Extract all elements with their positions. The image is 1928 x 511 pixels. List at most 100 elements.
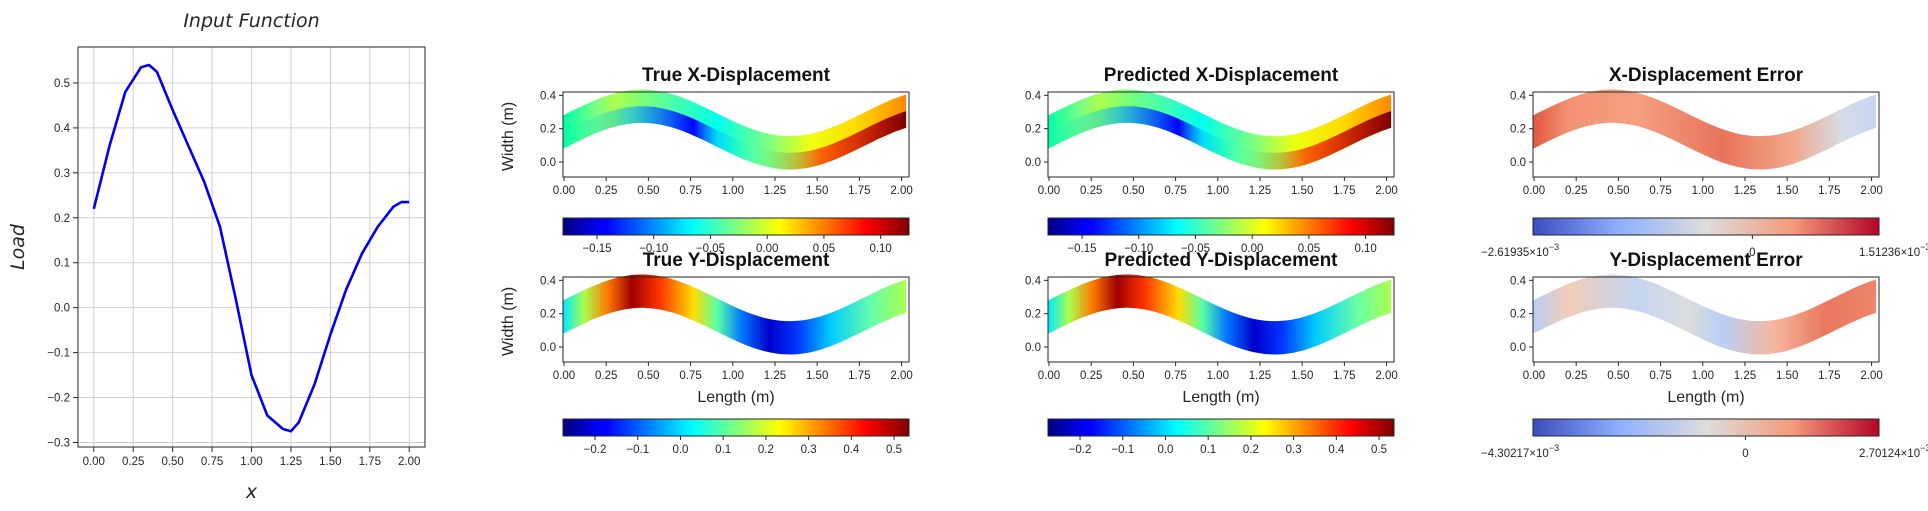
true_x-cbar-tick-label: −0.10 [639,243,668,255]
pred_x-xtick-label: 0.75 [1164,185,1186,197]
true_y-xtick-label: 1.25 [764,370,786,382]
err_y-cbar-max-label: 2.70124×10−3 [1859,443,1928,460]
pred_y-cbar-tick-label: 0.4 [1328,444,1345,456]
err_x-cbar-max-times: ×10 [1901,247,1921,259]
pred_y-cbar-tick-label: 0.3 [1286,444,1302,456]
err_x-xtick-label: 1.50 [1776,185,1798,197]
pred_x-xtick-label: 0.00 [1038,185,1060,197]
input-ytick-label: 0.0 [54,303,70,315]
true_y-cbar-tick-label: 0.3 [801,444,817,456]
pred_y-xtick-label: 1.00 [1207,370,1229,382]
err_x-cbar-min-mantissa: −2.61935 [1481,247,1529,259]
err_y-ytick-label: 0.0 [1510,342,1526,354]
panel-err_y: 0.00 0.25 0.50 0.75 1.00 1.25 1.50 1.75 2.000.00… [1481,250,1928,460]
err_x-cbar-min-exp: −3 [1549,242,1559,252]
err_y-cbar-max-exp: −3 [1920,443,1928,453]
input-xtick-label: 1.00 [240,456,262,468]
input-chart-title: Input Function [183,10,319,32]
true_y-cbar-tick-label: 0.2 [758,444,774,456]
err_x-cbar-max-label: 1.51236×10−3 [1859,242,1928,259]
err_y-cbar-min-times: ×10 [1529,448,1549,460]
input-xtick-label: 0.00 [83,456,105,468]
true_x-cbar-tick-label: 0.10 [869,243,891,255]
true_y-xtick-label: 0.75 [679,370,701,382]
input-plot-frame [77,46,426,448]
err_x-xtick-label: 1.00 [1692,185,1714,197]
input-load-line [92,63,410,433]
err_y-cbar-max-mantissa: 2.70124 [1859,448,1901,460]
err_x-frame [1532,91,1880,178]
err_y-xtick-label: 0.00 [1523,370,1545,382]
err_y-cbar-zero-label: 0 [1742,448,1748,460]
pred_x-cbar-tick-label: 0.10 [1354,243,1376,255]
true_y-frame [562,276,910,363]
true_y-cbar-tick-label: 0.5 [886,444,902,456]
err_x-ytick-label: 0.0 [1510,157,1526,169]
true_y-cbar-tick-label: 0.0 [672,444,688,456]
true_y-cbar-tick-label: 0.4 [843,444,860,456]
true_y-xtick-label: 1.50 [806,370,828,382]
input-function-chart: 0.00 0.25 0.50 0.75 1.00 1.25 1.50 1.75 2.00 −0.3… [7,10,426,503]
pred_y-xtick-label: 1.25 [1249,370,1271,382]
true_x-xtick-label: 1.50 [806,185,828,197]
pred_y-xtick-label: 0.00 [1038,370,1060,382]
pred_x-xtick-label: 1.00 [1207,185,1229,197]
input-ytick-label: −0.3 [47,438,70,450]
err_x-cbar-max-mantissa: 1.51236 [1859,247,1901,259]
input-ytick-label: −0.2 [47,393,70,405]
input-ytick-label: 0.5 [54,78,70,90]
pred_x-cbar-tick-label: −0.05 [1181,243,1210,255]
input-xtick-label: 1.75 [359,456,381,468]
err_x-xtick-label: 0.00 [1523,185,1545,197]
true_x-xtick-label: 0.25 [595,185,617,197]
pred_x-xtick-label: 1.25 [1249,185,1271,197]
panel-true_y: 0.00 0.25 0.50 0.75 1.00 1.25 1.50 1.75 2.00 0.0 0… [500,250,913,456]
true_x-frame [562,91,910,178]
true_x-colorbar [562,217,910,236]
err_y-xtick-label: 2.00 [1860,370,1882,382]
pred_y-cbar-tick-label: 0.0 [1157,444,1173,456]
err_y-xtick-label: 1.00 [1692,370,1714,382]
true_y-field [563,274,907,355]
true_x-cbar-tick-label: −0.05 [696,243,725,255]
true_x-cbar-tick-label: 0.00 [756,243,778,255]
input-xtick-label: 1.50 [319,456,341,468]
pred_y-frame [1047,276,1395,363]
pred_x-xtick-label: 0.50 [1122,185,1144,197]
err_x-xtick-label: 1.75 [1818,185,1840,197]
true_x-xtick-label: 0.75 [679,185,701,197]
pred_x-cbar-tick-label: 0.00 [1241,243,1263,255]
true_y-ytick-label: 0.4 [540,275,557,287]
pred_x-title: Predicted X-Displacement [1104,65,1339,86]
pred_x-colorbar [1047,217,1395,236]
true_y-cbar-tick-label: −0.2 [584,444,607,456]
pred_y-x-axis-label: Length (m) [1182,389,1259,406]
true_y-xtick-label: 0.00 [553,370,575,382]
input-ytick-label: −0.1 [47,348,70,360]
true_x-ytick-label: 0.2 [540,124,556,136]
err_x-xtick-label: 0.75 [1649,185,1671,197]
err_x-cbar-zero-label: 0 [1749,247,1755,259]
err_y-frame [1532,276,1880,363]
panel-err_x: 0.00 0.25 0.50 0.75 1.00 1.25 1.50 1.75 2.000.00… [1481,65,1928,259]
panel-pred_x: 0.00 0.25 0.50 0.75 1.00 1.25 1.50 1.75 2.000.00… [1025,65,1398,255]
true_y-xtick-label: 0.25 [595,370,617,382]
true_y-title: True Y-Displacement [643,250,830,271]
err_x-cbar-max-exp: −3 [1920,242,1928,252]
true_y-xtick-label: 1.00 [722,370,744,382]
err_x-xtick-label: 1.25 [1734,185,1756,197]
pred_x-cbar-tick-label: 0.05 [1298,243,1320,255]
pred_x-field-lower [1048,106,1392,170]
true_y-cbar-tick-label: −0.1 [626,444,649,456]
err_x-colorbar [1532,217,1880,236]
true_y-y-axis-label: Width (m) [500,287,517,356]
true_x-xtick-label: 1.75 [848,185,870,197]
input-xtick-label: 2.00 [398,456,420,468]
input-xtick-label: 0.75 [201,456,223,468]
true_x-cbar-tick-label: 0.05 [813,243,835,255]
err_y-xtick-label: 1.50 [1776,370,1798,382]
err_x-title: X-Displacement Error [1609,65,1804,86]
err_x-ytick-label: 0.4 [1510,90,1527,102]
err_x-field [1533,89,1877,170]
